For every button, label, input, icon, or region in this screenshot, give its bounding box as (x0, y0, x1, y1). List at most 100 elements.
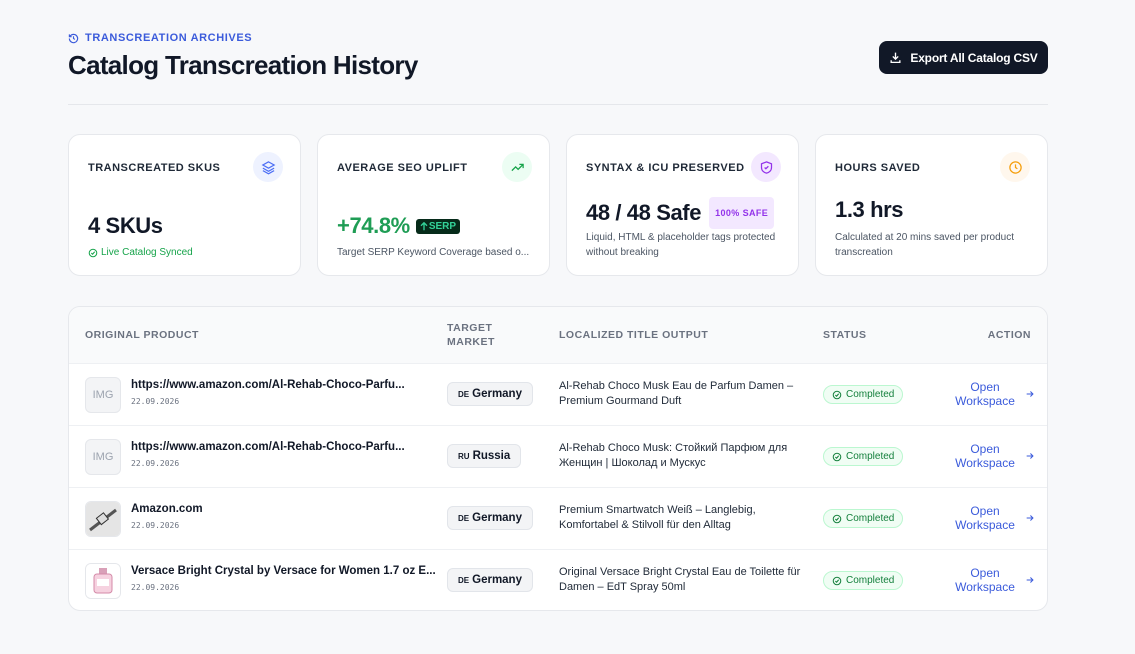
product-name: https://www.amazon.com/Al-Rehab-Choco-Pa… (131, 441, 405, 453)
value-text: 48 / 48 Safe (586, 200, 702, 225)
column-header: TARGET MARKET (447, 322, 495, 348)
history-icon (68, 33, 79, 43)
stat-note: Calculated at 20 mins saved per product … (835, 232, 1014, 258)
market-pill: DE Germany (447, 382, 533, 406)
product-name: Amazon.com (131, 503, 203, 515)
action-text: Open Workspace (955, 566, 1015, 594)
market-code: DE (458, 575, 470, 585)
status-text: Completed (846, 451, 895, 462)
icon-glyph (261, 160, 275, 174)
market-name: Russia (472, 450, 511, 462)
thumbnail (85, 501, 121, 537)
arrow-icon (1026, 453, 1034, 459)
check-icon (832, 452, 842, 461)
stat-icon (502, 152, 532, 182)
product-date: 22.09.2026 (131, 397, 180, 406)
status-pill: Completed (823, 509, 904, 528)
table-row: Amazon.com 22.09.2026 DE Germany Premium … (69, 487, 1047, 550)
stat-note: Liquid, HTML & placeholder tags protecte… (586, 232, 776, 258)
check-icon (832, 514, 842, 523)
value-text: +74.8% (337, 213, 410, 238)
note-text: Live Catalog Synced (101, 247, 193, 258)
action-text: Open Workspace (955, 380, 1015, 408)
icon-glyph (760, 160, 772, 174)
stat-value: 48 / 48 Safe 100% SAFE (586, 197, 775, 229)
open-workspace-link[interactable]: Open Workspace (949, 442, 1035, 470)
stat-card: TRANSCREATED SKUS 4 SKUs Live Catalog Sy… (68, 134, 301, 276)
stat-card: SYNTAX & ICU PRESERVED 48 / 48 Safe 100% … (566, 134, 799, 276)
download-icon (890, 52, 901, 64)
column-header: LOCALIZED TITLE OUTPUT (559, 329, 709, 341)
column-header: STATUS (823, 329, 867, 341)
market-pill: RU Russia (447, 444, 522, 468)
eyebrow: TRANSCREATION ARCHIVES (68, 32, 252, 44)
check-icon (88, 248, 98, 257)
stat-label: HOURS SAVED (835, 162, 921, 174)
open-workspace-link[interactable]: Open Workspace (949, 566, 1035, 594)
icon-glyph (510, 163, 524, 171)
market-pill: DE Germany (447, 568, 533, 592)
status-pill: Completed (823, 385, 904, 404)
open-workspace-link[interactable]: Open Workspace (949, 504, 1035, 532)
stat-icon (751, 152, 781, 182)
safe-badge: 100% SAFE (709, 197, 775, 229)
open-workspace-link[interactable]: Open Workspace (949, 380, 1035, 408)
arrow-icon (1026, 391, 1034, 397)
market-code: DE (458, 513, 470, 523)
stat-note: Target SERP Keyword Coverage based o... (337, 247, 530, 258)
product-date: 22.09.2026 (131, 521, 180, 530)
table-row: Versace Bright Crystal by Versace for Wo… (69, 549, 1047, 610)
localized-title: Al-Rehab Choco Musk: Стойкий Парфюм для … (559, 442, 788, 469)
check-icon (832, 576, 842, 585)
product-image (86, 502, 120, 536)
stat-icon (253, 152, 283, 182)
eyebrow-text: TRANSCREATION ARCHIVES (85, 32, 253, 44)
status-text: Completed (846, 575, 895, 586)
status-pill: Completed (823, 447, 904, 466)
history-table: ORIGINAL PRODUCT TARGET MARKET LOCALIZED T… (68, 306, 1048, 611)
arrow-icon (1026, 515, 1034, 521)
market-pill: DE Germany (447, 506, 533, 530)
product-image (86, 564, 120, 598)
market-name: Germany (472, 512, 522, 524)
check-icon (832, 390, 842, 399)
product-date: 22.09.2026 (131, 583, 180, 592)
product-date: 22.09.2026 (131, 459, 180, 468)
localized-title: Premium Smartwatch Weiß – Langlebig, Kom… (559, 504, 756, 531)
status-text: Completed (846, 513, 895, 524)
stat-value: 4 SKUs (88, 213, 163, 239)
stat-label: SYNTAX & ICU PRESERVED (586, 162, 745, 174)
thumbnail: IMG (85, 439, 121, 475)
table-row: IMG https://www.amazon.com/Al-Rehab-Choc… (69, 363, 1047, 426)
stat-note: Live Catalog Synced (88, 245, 288, 260)
page-title: Catalog Transcreation History (68, 50, 418, 80)
arrow-icon (1026, 577, 1034, 583)
market-code: RU (458, 451, 470, 461)
thumbnail: IMG (85, 377, 121, 413)
action-text: Open Workspace (955, 504, 1015, 532)
stat-icon (1000, 152, 1030, 182)
product-name: Versace Bright Crystal by Versace for Wo… (131, 565, 436, 577)
export-label: Export All Catalog CSV (910, 50, 1038, 65)
action-text: Open Workspace (955, 442, 1015, 470)
stat-card: HOURS SAVED 1.3 hrs Calculated at 20 min… (815, 134, 1048, 276)
up-arrow (420, 221, 428, 230)
status-text: Completed (846, 389, 895, 400)
market-name: Germany (472, 388, 522, 400)
stat-label: TRANSCREATED SKUS (88, 162, 221, 174)
market-name: Germany (472, 574, 522, 586)
value-text: 4 SKUs (88, 213, 163, 238)
stat-value: 1.3 hrs (835, 197, 904, 223)
stat-card: AVERAGE SEO UPLIFT +74.8% SERP Target SER… (317, 134, 550, 276)
market-code: DE (458, 389, 470, 399)
status-pill: Completed (823, 571, 904, 590)
divider (68, 104, 1048, 105)
column-header: ORIGINAL PRODUCT (85, 329, 199, 341)
column-header: ACTION (987, 329, 1031, 341)
export-button[interactable]: Export All Catalog CSV (879, 41, 1048, 74)
thumbnail (85, 563, 121, 599)
localized-title: Original Versace Bright Crystal Eau de T… (559, 566, 801, 593)
localized-title: Al-Rehab Choco Musk Eau de Parfum Damen … (559, 380, 794, 407)
serp-badge: SERP (415, 218, 461, 234)
